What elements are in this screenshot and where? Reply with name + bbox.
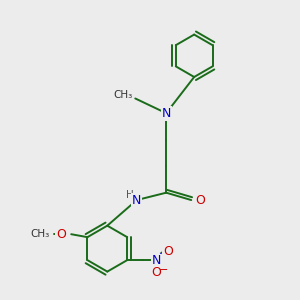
Text: CH₃: CH₃	[31, 229, 50, 239]
Text: O: O	[195, 194, 205, 207]
Text: O: O	[152, 266, 162, 279]
Text: −: −	[158, 265, 168, 275]
Text: N: N	[161, 107, 171, 120]
Text: N: N	[132, 194, 141, 207]
Text: O: O	[163, 245, 173, 258]
Text: H: H	[126, 190, 134, 200]
Text: O: O	[56, 228, 66, 241]
Text: CH₃: CH₃	[113, 90, 132, 100]
Text: N: N	[152, 254, 161, 267]
Text: +: +	[158, 249, 166, 258]
